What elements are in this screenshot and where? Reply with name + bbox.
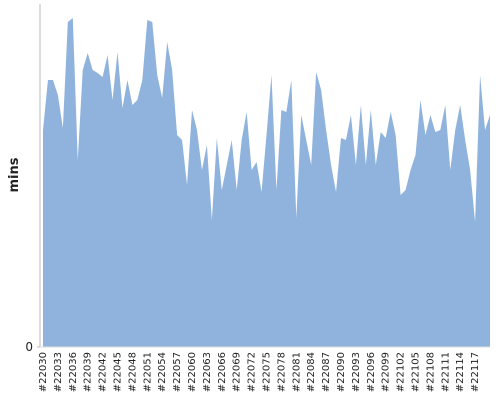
x-tick-label: #22045	[113, 352, 124, 392]
x-tick-label: #22099	[381, 352, 392, 392]
x-tick-label: #22078	[276, 352, 287, 392]
y-tick-label: 0	[25, 340, 33, 354]
x-tick-label: #22057	[172, 352, 183, 392]
x-tick-label: #22108	[425, 352, 436, 392]
x-tick-label: #22090	[336, 352, 347, 392]
x-tick-label: #22036	[68, 352, 79, 392]
x-tick-label: #22087	[321, 352, 332, 392]
area	[43, 18, 490, 347]
x-tick-label: #22069	[232, 352, 243, 392]
x-tick-label: #22105	[411, 352, 422, 392]
x-tick-label: #22111	[440, 352, 451, 392]
x-tick-label: #22096	[366, 352, 377, 392]
x-tick-label: #22102	[396, 352, 407, 392]
y-axis-label: mins	[7, 157, 22, 192]
x-tick-label: #22048	[127, 352, 138, 392]
x-tick-label: #22042	[98, 352, 109, 392]
x-tick-label: #22033	[53, 352, 64, 392]
x-tick-label: #22039	[83, 352, 94, 392]
x-tick-label: #22072	[247, 352, 258, 392]
x-tick-label: #22117	[470, 352, 481, 392]
x-tick-label: #22063	[202, 352, 213, 392]
x-tick-label: #22060	[187, 352, 198, 392]
x-tick-label: #22093	[351, 352, 362, 392]
x-tick-label: #22051	[142, 352, 153, 392]
x-tick-label: #22030	[38, 352, 49, 392]
x-tick-label: #22075	[262, 352, 273, 392]
x-tick-label: #22114	[455, 352, 466, 392]
x-tick-label: #22066	[217, 352, 228, 392]
x-tick-label: #22084	[306, 352, 317, 392]
x-tick-label: #22054	[157, 352, 168, 392]
x-tick-label: #22081	[291, 352, 302, 392]
